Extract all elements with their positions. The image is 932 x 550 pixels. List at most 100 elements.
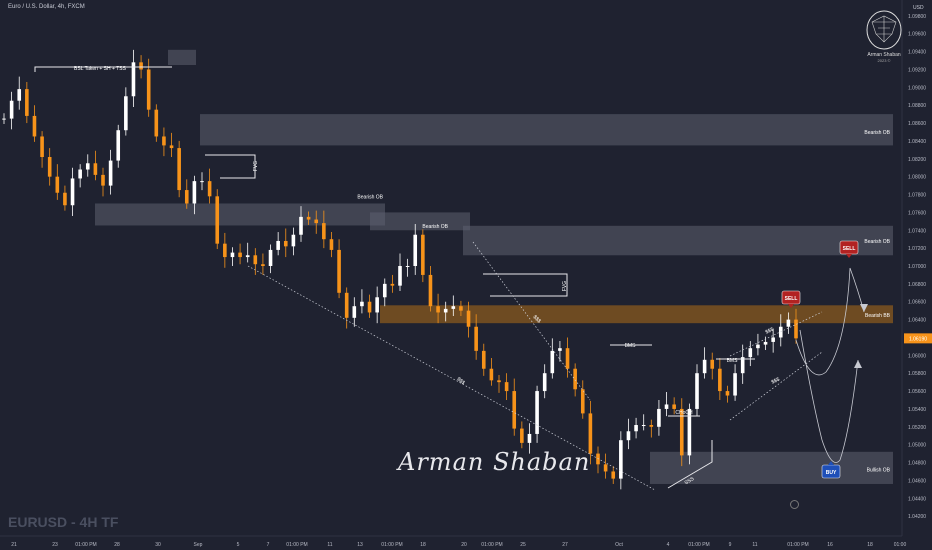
x-tick-label: 30 xyxy=(155,542,161,548)
projection-arrow xyxy=(854,360,862,368)
candle-body xyxy=(550,350,555,374)
candle-body xyxy=(649,425,654,427)
x-tick-label: 01:00 PM xyxy=(286,542,307,548)
candle-body xyxy=(131,62,136,97)
candle-body xyxy=(108,160,113,186)
symbol-title: Euro / U.S. Dollar, 4h, FXCM xyxy=(8,4,85,10)
y-tick-label: 1.08600 xyxy=(908,121,926,127)
bsl-line xyxy=(34,66,172,72)
y-tick-label: 1.05200 xyxy=(908,425,926,431)
y-tick-label: 1.07200 xyxy=(908,246,926,252)
x-tick-label: 16 xyxy=(827,542,833,548)
x-tick-label: 01:00 PM xyxy=(688,542,709,548)
candle-body xyxy=(322,223,326,240)
zone-label: Bullish OB xyxy=(867,468,891,474)
candle-body xyxy=(657,408,661,427)
settings-icon[interactable] xyxy=(790,500,799,509)
watermark: EURUSD - 4H TF xyxy=(8,514,119,530)
candle-body xyxy=(573,368,577,390)
candle-body xyxy=(497,380,501,383)
y-tick-label: 1.09200 xyxy=(908,67,926,73)
candle-body xyxy=(695,373,699,409)
annotation-label: $$$ xyxy=(765,327,775,336)
candle-body xyxy=(314,219,319,224)
channel-lower xyxy=(729,351,823,421)
y-tick-label: 1.07400 xyxy=(908,228,926,234)
x-tick-label: 25 xyxy=(520,542,526,548)
candle-body xyxy=(733,373,737,396)
candle-body xyxy=(603,464,608,472)
candle-body xyxy=(154,109,159,137)
candle-body xyxy=(619,440,623,479)
y-tick-label: 1.04200 xyxy=(908,514,926,520)
x-tick-label: 20 xyxy=(461,542,467,548)
candle-body xyxy=(63,192,67,206)
candle-body xyxy=(116,130,121,161)
candle-body xyxy=(192,181,197,204)
candle-body xyxy=(405,266,410,267)
candle-body xyxy=(748,348,753,358)
y-tick-label: 1.09800 xyxy=(908,14,926,20)
candle-body xyxy=(527,433,532,443)
candle-body xyxy=(337,249,341,293)
candle-body xyxy=(641,425,646,427)
annotation-label: FVG xyxy=(253,161,259,171)
candle-body xyxy=(124,96,128,131)
zone-bearish-ob xyxy=(95,203,385,226)
x-tick-label: 5 xyxy=(237,542,240,548)
x-tick-label: 4 xyxy=(667,542,670,548)
logo-sub: 2023 © xyxy=(877,58,891,63)
y-tick-label: 1.06800 xyxy=(908,282,926,288)
last-price-label: 1.06190 xyxy=(909,336,927,342)
candle-body xyxy=(238,252,242,258)
candle-body xyxy=(9,100,14,119)
y-tick-label: 1.04400 xyxy=(908,496,926,502)
y-tick-label: 1.07800 xyxy=(908,193,926,199)
candle-body xyxy=(17,89,22,101)
candle-body xyxy=(367,301,372,313)
fvg-box-1 xyxy=(205,154,256,179)
annotation-label: FVG xyxy=(562,281,568,291)
candle-body xyxy=(207,181,212,197)
zone-bearish-ob xyxy=(370,212,470,231)
annotation-label: $$$ xyxy=(532,314,542,324)
annotation-label: CHoCH xyxy=(675,410,693,416)
x-tick-label: 11 xyxy=(752,542,757,548)
zone-label: Bearish OB xyxy=(422,224,448,230)
candle-body xyxy=(558,348,562,351)
candle-body xyxy=(329,239,334,250)
candle-body xyxy=(55,176,60,193)
price-axis xyxy=(902,0,932,550)
liquidity-trendline xyxy=(247,265,656,491)
candle-body xyxy=(756,344,760,349)
x-tick-label: 18 xyxy=(867,542,873,548)
candle-body xyxy=(360,301,364,307)
candle-body xyxy=(47,157,52,177)
candle-body xyxy=(245,255,250,258)
x-tick-label: Sep xyxy=(194,542,203,548)
y-tick-label: 1.09600 xyxy=(908,32,926,38)
candle-body xyxy=(223,243,227,258)
y-tick-label: 1.06400 xyxy=(908,318,926,324)
fvg-box-2 xyxy=(483,273,568,297)
x-tick-label: 21 xyxy=(11,542,17,548)
x-tick-label: 01:00 PM xyxy=(75,542,96,548)
candle-body xyxy=(466,310,471,327)
x-tick-label: 27 xyxy=(562,542,568,548)
candle-body xyxy=(93,163,98,175)
zone-bearish-ob xyxy=(200,114,893,146)
candle-body xyxy=(2,118,6,120)
signal-label: SELL xyxy=(843,246,856,252)
zone-label: Bearish OB xyxy=(864,130,890,136)
candle-body xyxy=(504,382,509,392)
candle-body xyxy=(794,319,798,339)
y-tick-label: 1.06600 xyxy=(908,300,926,306)
candle-body xyxy=(70,178,75,206)
x-tick-label: 01:00 xyxy=(894,542,907,548)
candle-body xyxy=(85,163,90,170)
candle-body xyxy=(421,234,425,275)
candle-body xyxy=(139,62,143,70)
candle-body xyxy=(626,431,631,441)
candle-body xyxy=(634,425,638,432)
